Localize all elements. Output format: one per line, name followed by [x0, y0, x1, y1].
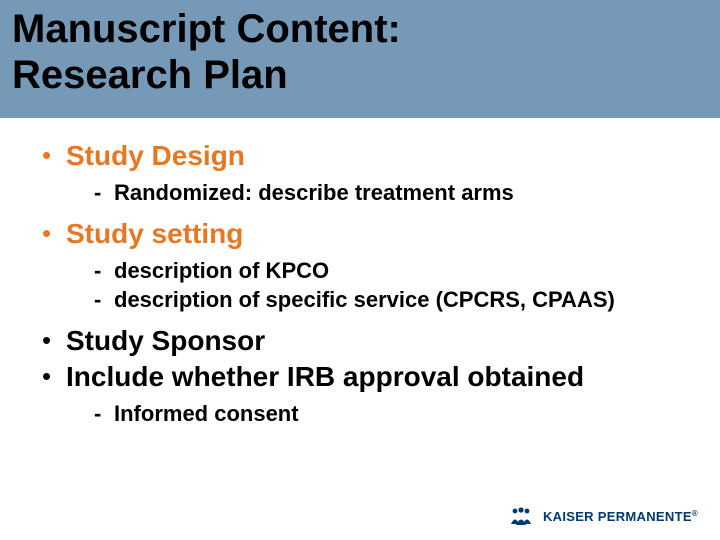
bullet-irb-approval: Include whether IRB approval obtained In… [38, 361, 688, 429]
sub-bullet: Informed consent [66, 399, 688, 429]
brand-logo: KAISER PERMANENTE® [507, 506, 698, 526]
logo-label: KAISER PERMANENTE [543, 509, 692, 524]
logo-text: KAISER PERMANENTE® [543, 509, 698, 524]
sub-list: Randomized: describe treatment arms [66, 178, 688, 208]
title-line-1: Manuscript Content: [12, 6, 401, 52]
sub-bullet: Randomized: describe treatment arms [66, 178, 688, 208]
sub-bullet: description of KPCO [66, 256, 688, 286]
bullet-label: Study Design [66, 140, 245, 171]
bullet-label: Study setting [66, 218, 243, 249]
people-icon [507, 506, 535, 526]
bullet-list: Study Design Randomized: describe treatm… [38, 140, 688, 429]
slide-title: Manuscript Content: Research Plan [12, 6, 401, 98]
title-line-2: Research Plan [12, 52, 401, 98]
sub-list: description of KPCO description of speci… [66, 256, 688, 315]
bullet-label: Include whether IRB approval obtained [66, 361, 584, 392]
registered-mark: ® [692, 509, 698, 518]
sub-bullet: description of specific service (CPCRS, … [66, 285, 688, 315]
bullet-label: Study Sponsor [66, 325, 265, 356]
bullet-study-setting: Study setting description of KPCO descri… [38, 218, 688, 315]
bullet-study-design: Study Design Randomized: describe treatm… [38, 140, 688, 208]
slide: Manuscript Content: Research Plan Study … [0, 0, 720, 540]
bullet-study-sponsor: Study Sponsor [38, 325, 688, 357]
sub-list: Informed consent [66, 399, 688, 429]
content-area: Study Design Randomized: describe treatm… [38, 140, 688, 439]
